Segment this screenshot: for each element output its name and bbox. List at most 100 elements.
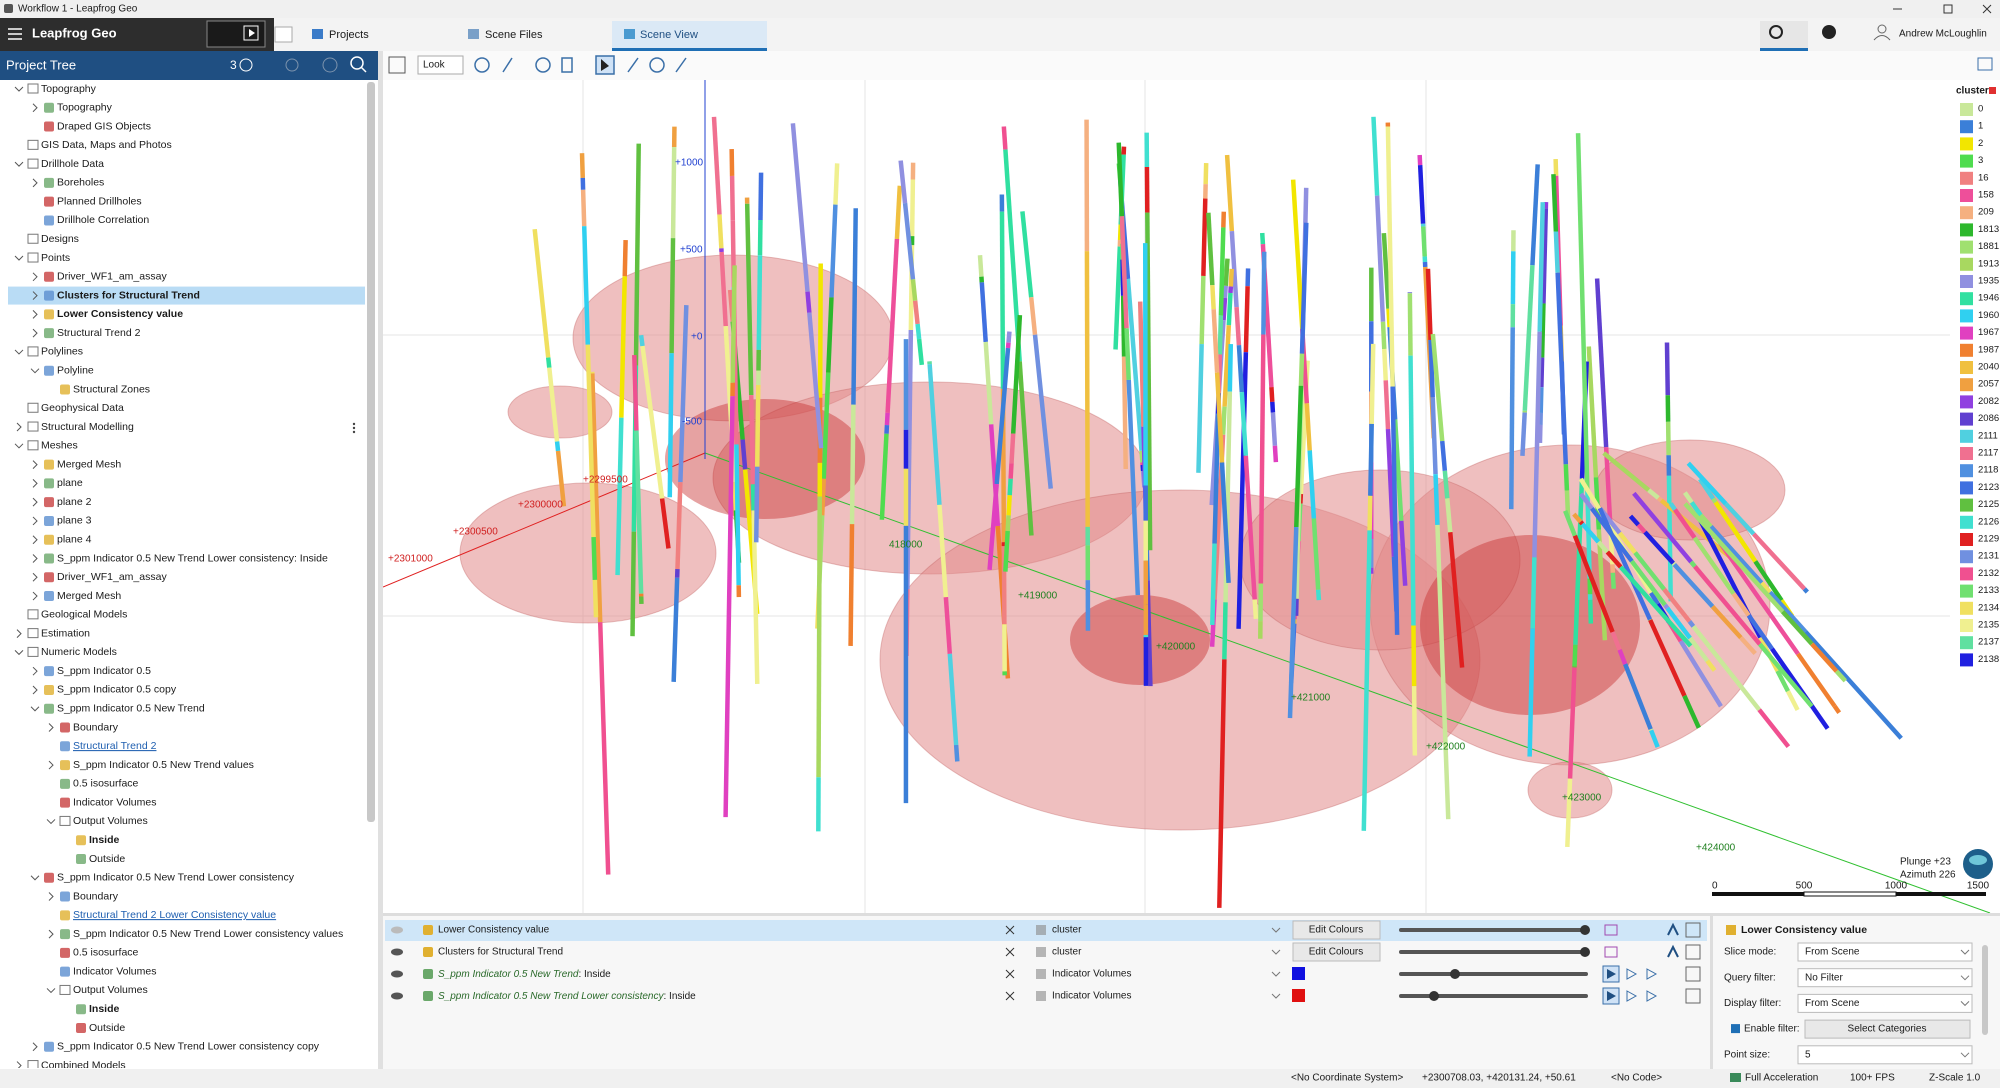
tree-item[interactable]: S_ppm Indicator 0.5 — [57, 665, 151, 677]
remove-button[interactable] — [1005, 947, 1015, 957]
remove-button[interactable] — [1005, 991, 1015, 1001]
tree-item[interactable]: Indicator Volumes — [73, 965, 156, 977]
tree-item[interactable]: Merged Mesh — [57, 590, 121, 602]
tab-projects[interactable]: Projects — [329, 29, 369, 41]
tree-item[interactable]: GIS Data, Maps and Photos — [41, 139, 172, 151]
enable-filter-checkbox[interactable] — [1731, 1024, 1740, 1034]
tree-item[interactable]: Topography — [41, 83, 97, 95]
tree-item[interactable]: Drillhole Data — [41, 158, 104, 170]
shape-name[interactable]: Lower Consistency value — [438, 925, 550, 936]
screenshot-button[interactable] — [1977, 57, 1993, 71]
expand-arrow[interactable] — [32, 1042, 38, 1052]
splitter[interactable] — [1710, 916, 1713, 1069]
expand-arrow[interactable] — [16, 422, 22, 432]
tree-item[interactable]: Boundary — [73, 721, 119, 733]
expand-arrow[interactable] — [48, 723, 54, 732]
tree-item[interactable]: S_ppm Indicator 0.5 New Trend Lower cons… — [57, 1041, 320, 1053]
dropdown-arrow[interactable] — [1271, 949, 1281, 955]
expand-arrow[interactable] — [32, 272, 38, 282]
collapse-arrow[interactable] — [14, 86, 24, 92]
tree-item[interactable]: Planned Drillholes — [57, 195, 142, 207]
collapse-arrow[interactable] — [30, 706, 40, 712]
tree-item[interactable]: Geological Models — [41, 609, 127, 621]
history-icon[interactable] — [239, 58, 253, 72]
tab-scene-files[interactable]: Scene Files — [485, 29, 543, 41]
collapse-arrow[interactable] — [14, 650, 24, 656]
close[interactable] — [1982, 4, 1992, 14]
expand-arrow[interactable] — [16, 629, 22, 638]
expand-arrow[interactable] — [32, 103, 38, 113]
search-icon[interactable] — [350, 56, 364, 70]
sync-button[interactable] — [1760, 21, 1808, 51]
expand-arrow[interactable] — [32, 572, 38, 582]
collapse-arrow[interactable] — [30, 368, 40, 374]
settings-button[interactable] — [1685, 922, 1701, 938]
tree-item[interactable]: Combined Models — [41, 1059, 126, 1071]
dropdown[interactable] — [274, 26, 293, 43]
tree-item[interactable]: Structural Modelling — [41, 421, 134, 433]
tree-item[interactable]: Merged Mesh — [57, 458, 121, 470]
tree-item[interactable]: S_ppm Indicator 0.5 New Trend Lower cons… — [57, 552, 328, 564]
edit-colours-button[interactable] — [1292, 942, 1381, 962]
expand-arrow[interactable] — [32, 516, 38, 526]
property-dropdown[interactable]: cluster — [1052, 947, 1082, 958]
collapse-arrow[interactable] — [46, 819, 56, 825]
property-dropdown[interactable]: Indicator Volumes — [1052, 991, 1132, 1002]
field-input[interactable] — [1797, 942, 1973, 962]
legend-toggle[interactable] — [1604, 924, 1618, 936]
tree-item[interactable]: Inside — [89, 834, 120, 846]
collapse-arrow[interactable] — [30, 875, 40, 881]
shape-name[interactable]: S_ppm Indicator 0.5 New Trend Lower cons… — [438, 991, 696, 1002]
tree-item[interactable]: Drillhole Correlation — [57, 214, 149, 226]
field-input[interactable] — [1797, 968, 1973, 988]
select-categories-button[interactable] — [1804, 1019, 1971, 1039]
view-dropdown[interactable] — [417, 55, 464, 75]
colour-swatch[interactable] — [1292, 967, 1305, 980]
collapse-arrow[interactable] — [14, 443, 24, 449]
tree-item[interactable]: Designs — [41, 233, 79, 245]
toolbar-icons[interactable] — [474, 55, 687, 75]
remove-button[interactable] — [1005, 969, 1015, 979]
tree-item[interactable]: Boreholes — [57, 177, 104, 189]
tree-item[interactable]: plane 2 — [57, 496, 92, 508]
collapse-arrow[interactable] — [14, 349, 24, 355]
tree-item[interactable]: Estimation — [41, 627, 90, 639]
tree-item[interactable]: Clusters for Structural Trend — [57, 289, 200, 301]
field-input[interactable] — [1797, 993, 1973, 1013]
tree-item[interactable]: Structural Trend 2 Lower Consistency val… — [73, 909, 276, 921]
tree-item[interactable]: plane 3 — [57, 515, 92, 527]
settings-button[interactable] — [1685, 944, 1701, 960]
expand-arrow[interactable] — [32, 535, 38, 545]
tree-item[interactable]: Lower Consistency value — [57, 308, 183, 320]
opacity-slider[interactable] — [1580, 925, 1590, 935]
expand-arrow[interactable] — [32, 497, 38, 507]
expand-arrow[interactable] — [32, 666, 38, 676]
expand-arrow[interactable] — [16, 1061, 22, 1070]
opacity-slider[interactable] — [1450, 969, 1460, 979]
tree-scrollbar[interactable] — [367, 82, 375, 822]
user-name[interactable]: Andrew McLoughlin — [1899, 29, 1987, 40]
visibility-toggle[interactable] — [391, 992, 403, 1000]
tree-item[interactable]: S_ppm Indicator 0.5 copy — [57, 684, 177, 696]
shape-name[interactable]: Clusters for Structural Trend — [438, 947, 563, 958]
expand-arrow[interactable] — [32, 291, 38, 300]
expand-arrow[interactable] — [32, 479, 38, 488]
property-dropdown[interactable]: Indicator Volumes — [1052, 969, 1132, 980]
tree-item[interactable]: Driver_WF1_am_assay — [57, 271, 167, 283]
tree-item[interactable]: Inside — [89, 1003, 120, 1015]
label-toggle[interactable] — [1667, 944, 1679, 958]
tree-item[interactable]: Boundary — [73, 890, 119, 902]
tree-item[interactable]: Outside — [89, 853, 125, 865]
tree-item[interactable]: Structural Zones — [73, 383, 150, 395]
expand-arrow[interactable] — [32, 591, 38, 601]
tree-item[interactable]: 0.5 isosurface — [73, 778, 139, 790]
legend-close[interactable] — [1989, 87, 1996, 94]
expand-arrow[interactable] — [32, 178, 38, 188]
status-zscale[interactable]: Z-Scale 1.0 — [1929, 1073, 1981, 1084]
expand-arrow[interactable] — [32, 460, 38, 469]
tree-item[interactable]: Output Volumes — [73, 984, 148, 996]
visibility-toggle[interactable] — [391, 948, 403, 956]
collapse-arrow[interactable] — [46, 988, 56, 994]
opacity-slider[interactable] — [1429, 991, 1439, 1001]
tree-item[interactable]: Geophysical Data — [41, 402, 124, 414]
